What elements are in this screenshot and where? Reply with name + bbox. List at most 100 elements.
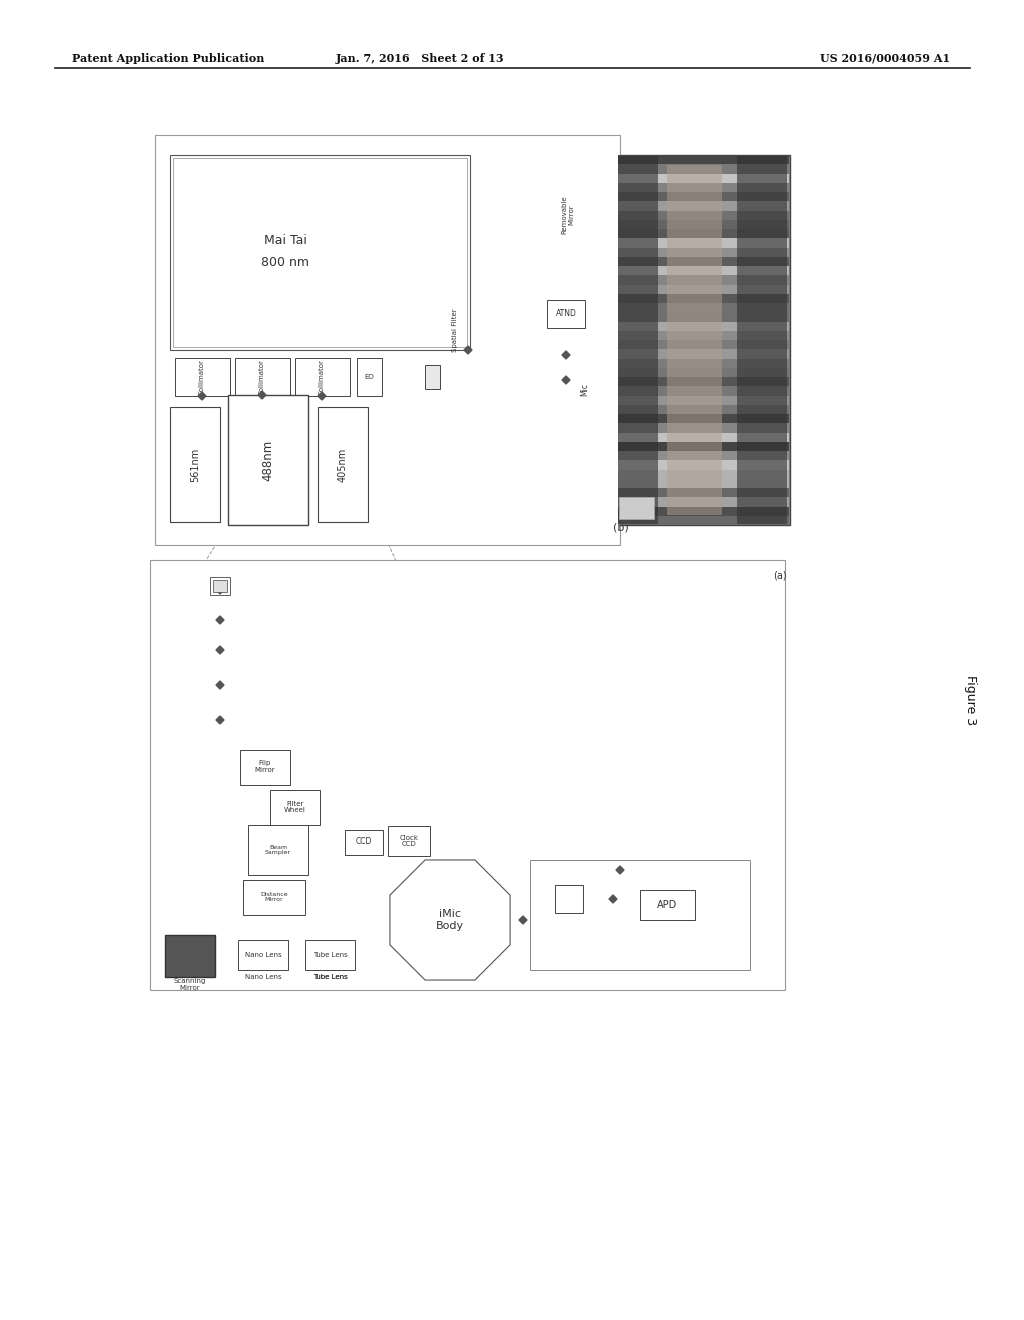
Bar: [618, 405, 790, 414]
Bar: [618, 424, 790, 433]
Bar: [618, 154, 790, 164]
Bar: [618, 238, 790, 248]
Bar: [234, 358, 290, 396]
Text: 800 nm: 800 nm: [261, 256, 309, 268]
Polygon shape: [464, 346, 472, 354]
Bar: [618, 433, 790, 442]
Bar: [155, 135, 620, 545]
Text: APD: APD: [656, 900, 677, 909]
Bar: [618, 442, 790, 451]
Bar: [618, 201, 790, 210]
Bar: [547, 300, 585, 327]
Bar: [357, 358, 382, 396]
Text: Scanning
Mirror: Scanning Mirror: [174, 978, 206, 991]
Bar: [318, 407, 368, 521]
Text: Clock
CCD: Clock CCD: [399, 834, 419, 847]
Bar: [640, 890, 695, 920]
Bar: [618, 368, 790, 378]
Polygon shape: [198, 392, 206, 400]
Bar: [618, 294, 790, 304]
Text: Mai Tai: Mai Tai: [263, 234, 306, 247]
Text: Mic: Mic: [581, 384, 590, 396]
Bar: [618, 313, 790, 322]
Bar: [618, 507, 790, 516]
Bar: [618, 182, 790, 191]
Text: Tube Lens: Tube Lens: [312, 974, 347, 979]
Bar: [618, 331, 790, 341]
Bar: [737, 156, 787, 524]
Bar: [243, 880, 305, 915]
Text: Nano Lens: Nano Lens: [245, 952, 282, 958]
Bar: [618, 219, 790, 228]
Bar: [618, 516, 790, 525]
Bar: [618, 378, 790, 387]
Text: Nano Lens: Nano Lens: [245, 974, 282, 979]
Bar: [618, 498, 790, 507]
Text: 488nm: 488nm: [261, 440, 274, 480]
Bar: [667, 165, 722, 515]
Bar: [618, 350, 790, 359]
Text: 561nm: 561nm: [190, 447, 200, 482]
Bar: [618, 257, 790, 267]
Bar: [238, 940, 288, 970]
Bar: [618, 479, 790, 488]
Bar: [170, 407, 220, 521]
Text: (a): (a): [773, 570, 786, 579]
Polygon shape: [616, 866, 624, 874]
Bar: [618, 191, 790, 201]
Polygon shape: [390, 859, 510, 979]
Polygon shape: [216, 645, 224, 653]
Bar: [618, 461, 790, 470]
Bar: [165, 935, 215, 977]
Text: Filter
Wheel: Filter Wheel: [284, 800, 306, 813]
Bar: [345, 830, 383, 855]
Bar: [618, 488, 790, 498]
Polygon shape: [216, 616, 224, 624]
Bar: [555, 884, 583, 913]
Text: Beam
Sampler: Beam Sampler: [265, 845, 291, 855]
Bar: [175, 358, 230, 396]
Text: Patent Application Publication: Patent Application Publication: [72, 53, 264, 63]
Bar: [618, 322, 790, 331]
Bar: [618, 304, 790, 313]
Bar: [618, 498, 654, 519]
Text: Removable
Mirror: Removable Mirror: [561, 195, 574, 235]
Text: Tube Lens: Tube Lens: [312, 952, 347, 958]
Text: CCD: CCD: [355, 837, 372, 846]
Bar: [228, 395, 308, 525]
Bar: [295, 358, 350, 396]
Text: Spatial Filter: Spatial Filter: [452, 308, 458, 352]
Text: Distance
Mirror: Distance Mirror: [260, 891, 288, 903]
Bar: [270, 789, 319, 825]
Bar: [248, 825, 308, 875]
Bar: [618, 156, 658, 524]
Text: 405nm: 405nm: [338, 447, 348, 482]
Bar: [170, 154, 470, 350]
Text: Tube Lens: Tube Lens: [312, 974, 347, 979]
Bar: [388, 826, 430, 855]
Bar: [618, 276, 790, 285]
Bar: [150, 560, 785, 990]
Polygon shape: [216, 681, 224, 689]
Bar: [617, 154, 790, 525]
Polygon shape: [258, 391, 266, 399]
Bar: [618, 387, 790, 396]
Text: (b): (b): [613, 523, 629, 533]
Polygon shape: [609, 895, 617, 903]
Polygon shape: [562, 351, 570, 359]
Bar: [618, 248, 790, 257]
Bar: [173, 158, 467, 347]
Polygon shape: [562, 376, 570, 384]
Bar: [618, 359, 790, 368]
Bar: [305, 940, 355, 970]
Text: Collimator: Collimator: [259, 359, 265, 395]
Polygon shape: [318, 392, 326, 400]
Bar: [618, 396, 790, 405]
Text: US 2016/0004059 A1: US 2016/0004059 A1: [820, 53, 950, 63]
Text: iMic
Body: iMic Body: [436, 909, 464, 931]
Bar: [618, 451, 790, 461]
Bar: [618, 210, 790, 219]
Bar: [530, 861, 750, 970]
Text: Collimator: Collimator: [199, 359, 205, 395]
Bar: [618, 267, 790, 276]
